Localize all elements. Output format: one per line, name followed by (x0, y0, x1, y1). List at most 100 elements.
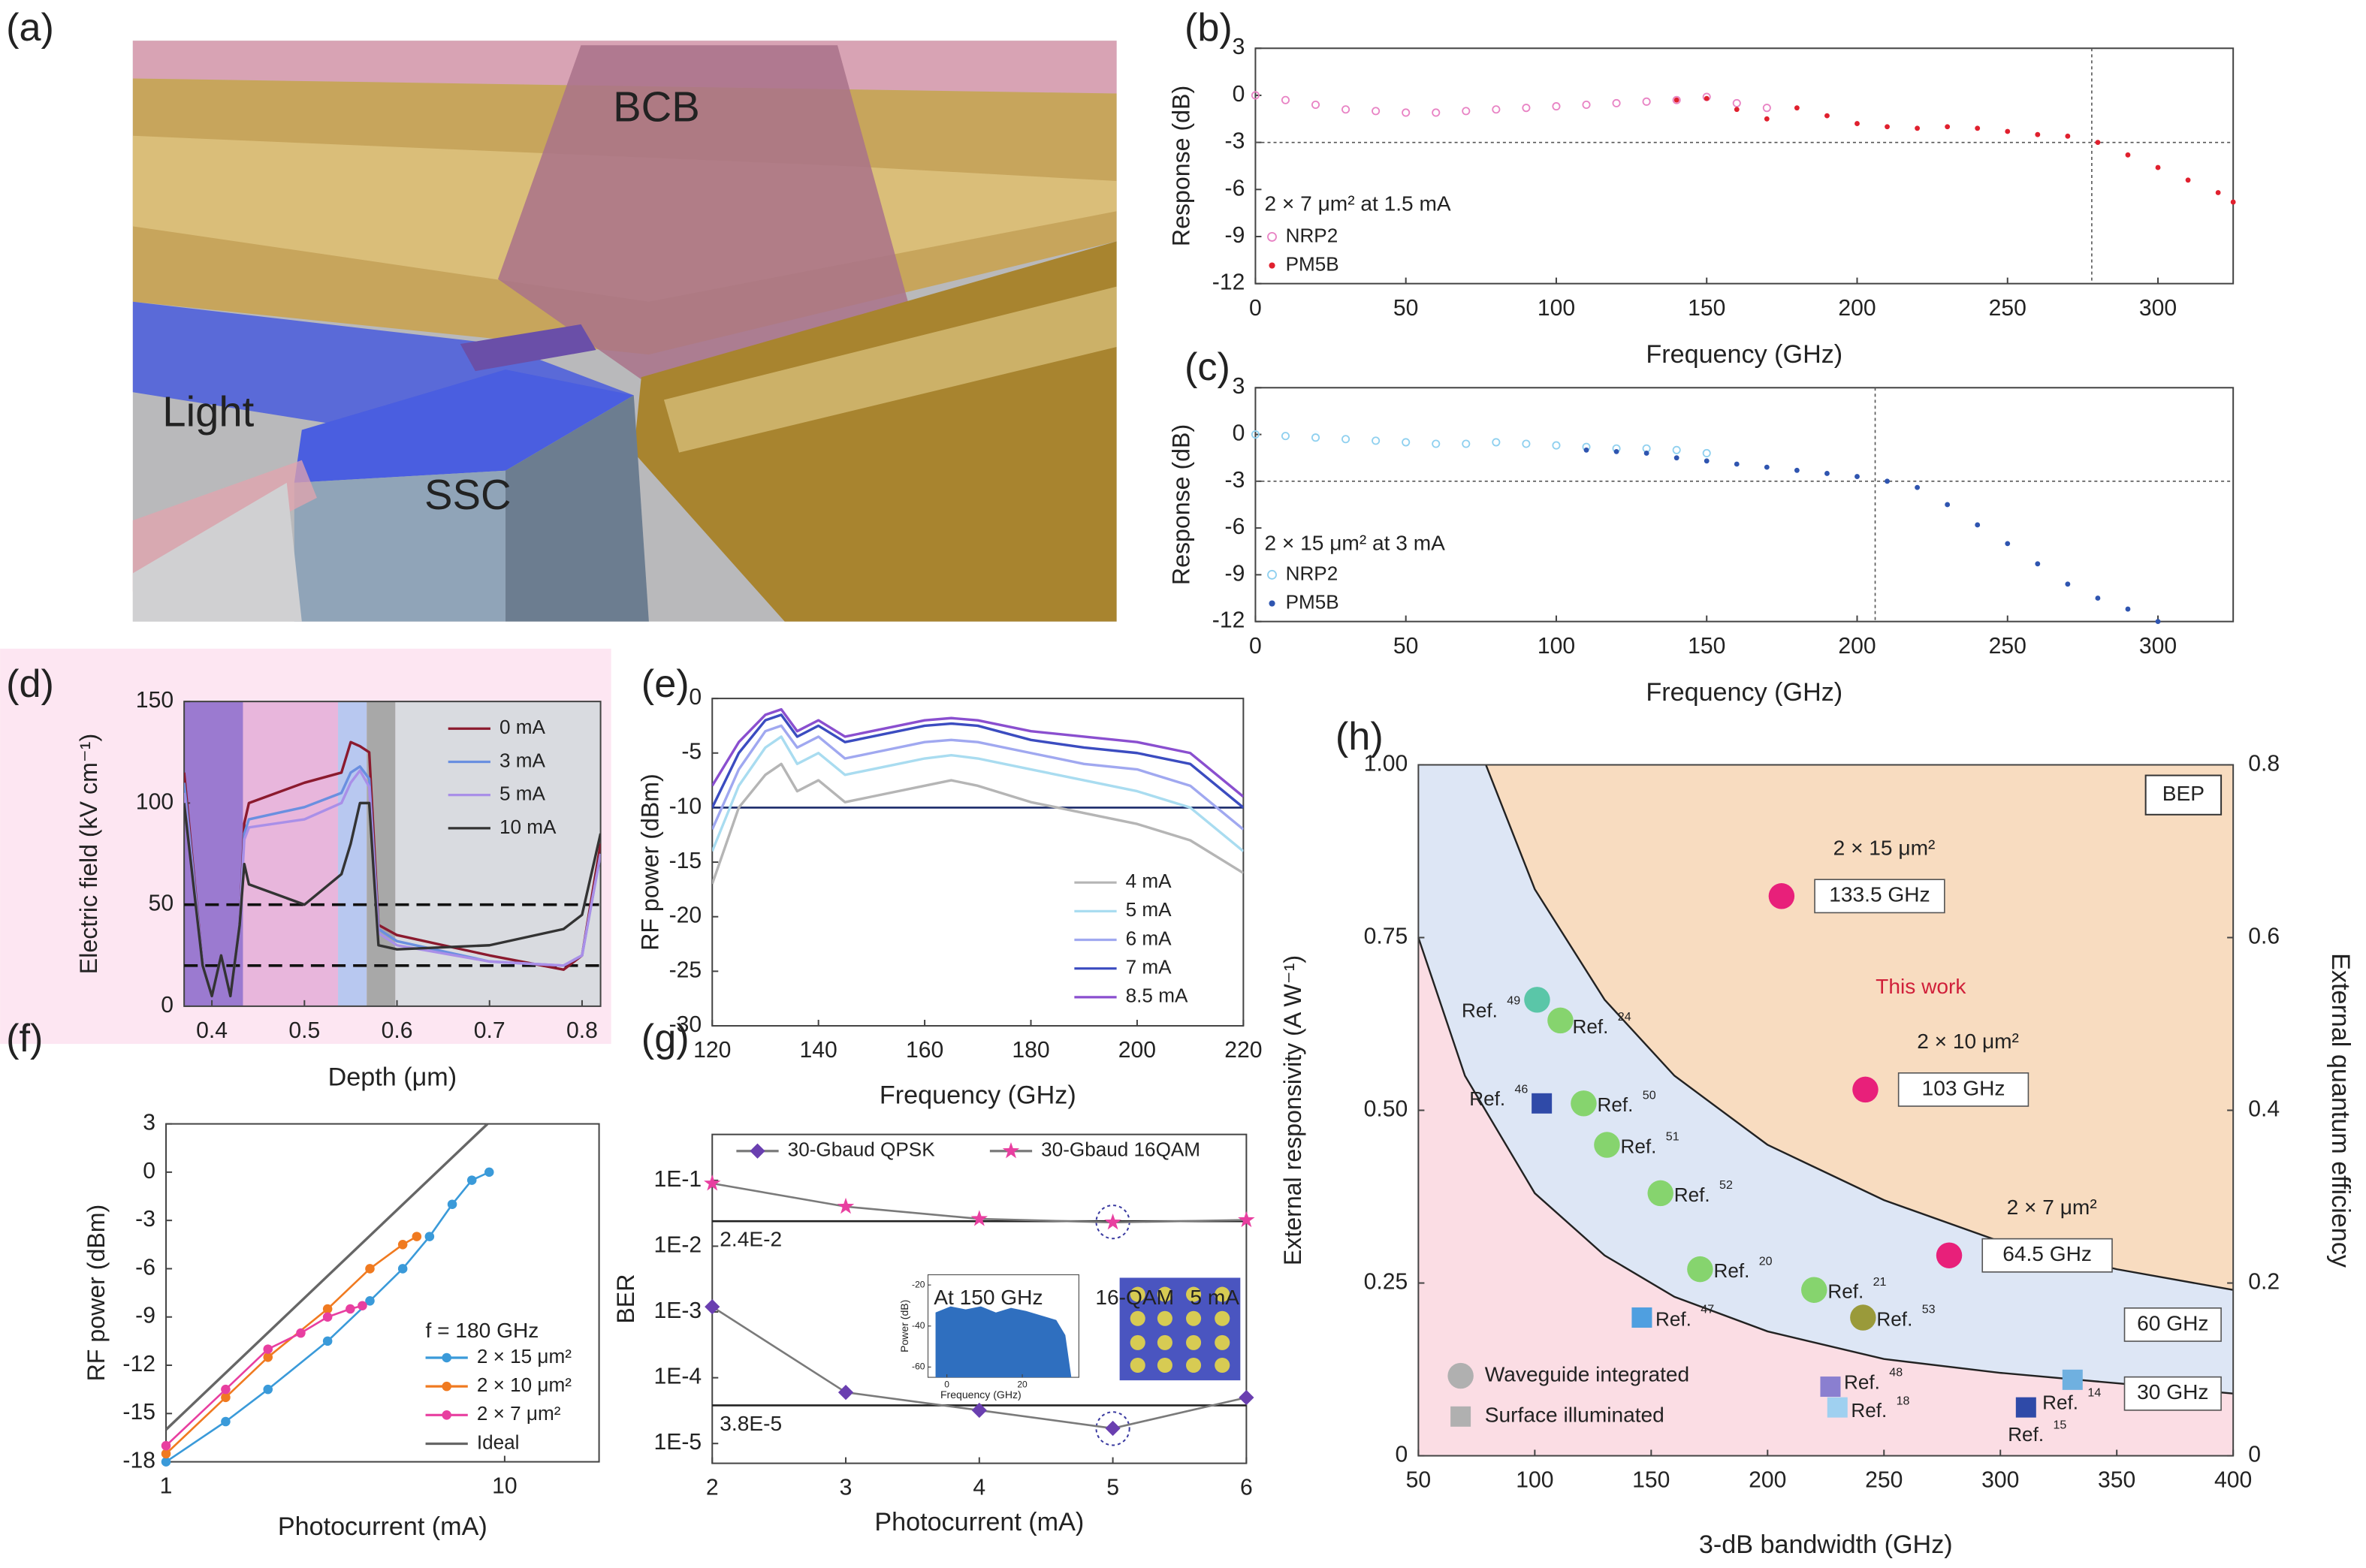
x-tick-label: 5 (1106, 1476, 1119, 1500)
illustration-label: Light (162, 387, 254, 435)
y-tick-label: -12 (1212, 270, 1245, 295)
region (1486, 764, 2234, 1290)
x-tick-label: 250 (1989, 296, 2026, 321)
data-point (970, 1210, 988, 1226)
region (1418, 937, 2234, 1456)
data-point (221, 1392, 231, 1403)
legend-label: 0 mA (499, 716, 546, 738)
data-point (1673, 455, 1679, 461)
inset-spectrum (935, 1306, 1072, 1378)
data-point (1885, 478, 1890, 484)
x-axis-label: Frequency (GHz) (1646, 340, 1842, 369)
data-point (1647, 1180, 1673, 1207)
data-point (1432, 439, 1441, 448)
curve-label: 30 GHz (2137, 1380, 2208, 1404)
data-point (1582, 100, 1591, 110)
x-tick-label: 0.6 (382, 1018, 413, 1043)
y-tick-label: -12 (122, 1352, 155, 1377)
data-point (1801, 1277, 1827, 1303)
data-point (1552, 102, 1561, 111)
annotation: 16-QAM (1095, 1286, 1174, 1309)
x-tick-label: 300 (1981, 1468, 2019, 1493)
data-point (1945, 124, 1951, 130)
data-point (322, 1304, 333, 1314)
data-point (2005, 128, 2011, 134)
point-label: Ref. (1674, 1184, 1710, 1206)
data-point (2155, 619, 2161, 625)
data-point (1915, 484, 1921, 490)
data-point (322, 1336, 333, 1346)
gold-highlight-right (663, 286, 1117, 453)
data-point (263, 1344, 273, 1354)
point-label: Ref. (1851, 1399, 1887, 1422)
curve-label-box (2123, 1376, 2222, 1411)
legend-label: 7 mA (1126, 956, 1172, 978)
y-axis-label: Electric field (kV cm⁻¹) (75, 734, 102, 974)
data-point (2095, 140, 2101, 146)
point-ref: 46 (1514, 1082, 1528, 1096)
curve-label-box (2123, 1307, 2222, 1342)
data-point (1372, 436, 1381, 445)
x-tick-label: 0.5 (288, 1018, 320, 1043)
x-tick-label: 180 (1012, 1038, 1049, 1063)
box-label: BEP (2162, 782, 2205, 805)
plot-frame (1254, 47, 2235, 285)
region-band (338, 701, 367, 1006)
data-point (1975, 125, 1981, 131)
legend-label: 8.5 mA (1126, 985, 1188, 1007)
reference-label: 3.8E-5 (720, 1412, 782, 1435)
y-tick-label: 0 (1233, 82, 1245, 107)
x-tick-label: 0 (1249, 296, 1262, 321)
data-point (365, 1264, 375, 1274)
curve-label: 60 GHz (2137, 1311, 2208, 1334)
panel-label: (d) (6, 662, 54, 706)
point-label: Ref. (1469, 1087, 1505, 1110)
y-axis-label: RF power (dBm) (83, 1205, 110, 1382)
y2-tick-label: 0.4 (2248, 1096, 2280, 1121)
highlight-circle (1095, 1411, 1130, 1446)
x-tick-label: 2 (706, 1476, 719, 1500)
value-label-box (1897, 1072, 2030, 1107)
data-point (2185, 177, 2191, 183)
y-tick-label: -6 (1225, 176, 1245, 201)
point-ref: 50 (1643, 1089, 1656, 1102)
panel-label: (g) (641, 1017, 690, 1060)
y2-axis-label: External quantum efficiency (2326, 953, 2355, 1268)
x-axis-label: Photocurrent (mA) (278, 1512, 487, 1541)
legend-label: 5 mA (499, 782, 546, 805)
y-tick-label: 0 (689, 685, 702, 710)
data-point (2230, 199, 2236, 205)
y-axis-label: RF power (dBm) (636, 773, 663, 951)
y-tick-label: -25 (669, 957, 702, 982)
x-tick-label: 150 (1688, 634, 1725, 659)
legend-label: 4 mA (1126, 870, 1172, 892)
y-tick-label: -6 (135, 1255, 155, 1280)
data-point (2062, 1369, 2083, 1390)
data-point (1311, 433, 1320, 442)
y-tick-label: 0.50 (1364, 1096, 1408, 1121)
y-tick-label: -10 (669, 794, 702, 819)
x-tick-label: 150 (1632, 1468, 1670, 1493)
legend-marker (442, 1352, 451, 1363)
x-tick-label: 50 (1393, 634, 1419, 659)
data-point (1764, 464, 1770, 470)
y-tick-label: 0.75 (1364, 924, 1408, 948)
legend-marker (1450, 1406, 1471, 1427)
annotation: f = 180 GHz (426, 1319, 539, 1342)
x-tick-label: 100 (1516, 1468, 1553, 1493)
data-point (466, 1175, 477, 1185)
data-point (1552, 441, 1561, 450)
x-tick-label: 0.4 (196, 1018, 228, 1043)
chart: (c) 0 50 100 150 200 250 300 3 0 -3 -6 -9 -12 Frequenc… (1167, 345, 2235, 707)
x-tick-label: 100 (1538, 296, 1575, 321)
series-line (712, 735, 1244, 852)
y-tick-label: -12 (1212, 608, 1245, 633)
legend-label: 5 mA (1126, 898, 1172, 921)
y-tick-label: -6 (1225, 514, 1245, 539)
data-point (1854, 121, 1860, 126)
data-point (412, 1232, 422, 1241)
illustration: BCB Light SSC (132, 41, 1117, 622)
legend-label: 10 mA (499, 816, 557, 838)
point-note: 2 × 10 μm² (1917, 1030, 2019, 1053)
